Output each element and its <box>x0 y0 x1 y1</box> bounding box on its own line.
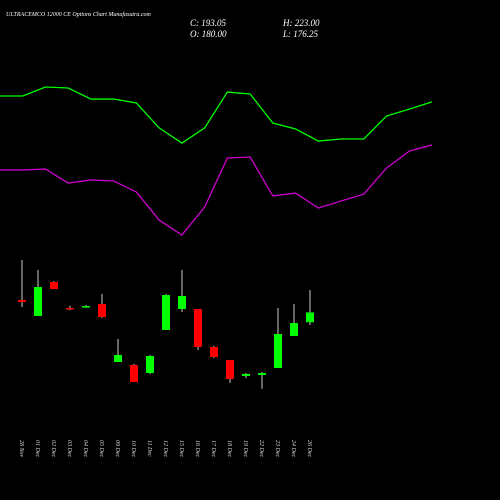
x-tick-label: 18 Dec <box>226 440 232 457</box>
candle-body <box>306 312 314 323</box>
x-tick-label: 05 Dec <box>98 440 104 457</box>
info-close: C: 193.05 <box>190 18 227 28</box>
x-tick-label: 11 Dec <box>146 440 152 457</box>
candle-body <box>226 359 234 379</box>
candle-body <box>162 295 170 330</box>
candle-body <box>210 346 218 357</box>
x-tick-label: 17 Dec <box>210 440 216 457</box>
candle-body <box>258 372 266 375</box>
candle-body <box>242 373 250 376</box>
candle-body <box>98 304 106 318</box>
candle-body <box>18 299 26 302</box>
info-low: L: 176.25 <box>282 29 319 39</box>
candle-body <box>274 334 282 368</box>
x-tick-label: 22 Dec <box>258 440 264 457</box>
chart-title: ULTRACEMCO 12000 CE Options Chart Munafa… <box>6 11 152 18</box>
x-tick-label: 01 Dec <box>34 440 40 457</box>
candle-body <box>114 354 122 362</box>
x-tick-label: 26 Dec <box>306 440 312 457</box>
indicator-line <box>0 86 433 144</box>
x-tick-label: 09 Dec <box>114 440 120 457</box>
candle-body <box>194 309 202 347</box>
candle-body <box>146 356 154 373</box>
candle-body <box>66 307 74 310</box>
x-tick-label: 16 Dec <box>194 440 200 457</box>
x-tick-label: 15 Dec <box>178 440 184 457</box>
x-tick-label: 28 Nov <box>18 440 24 458</box>
x-tick-label: 12 Dec <box>162 440 168 457</box>
candle-body <box>82 306 90 308</box>
candle-body <box>290 323 298 336</box>
x-tick-label: 02 Dec <box>50 440 56 457</box>
x-tick-label: 24 Dec <box>290 440 297 457</box>
candle-body <box>178 296 186 310</box>
candle-body <box>50 282 58 290</box>
x-tick-label: 19 Dec <box>242 440 248 457</box>
candle-body <box>34 287 42 316</box>
x-tick-label: 04 Dec <box>82 440 89 457</box>
x-tick-label: 03 Dec <box>66 440 72 457</box>
indicator-line <box>0 144 433 236</box>
info-open: O: 180.00 <box>190 29 227 39</box>
x-tick-label: 10 Dec <box>130 440 136 457</box>
candle-body <box>130 364 138 382</box>
x-tick-label: 23 Dec <box>274 440 280 457</box>
info-high: H: 223.00 <box>282 18 320 28</box>
